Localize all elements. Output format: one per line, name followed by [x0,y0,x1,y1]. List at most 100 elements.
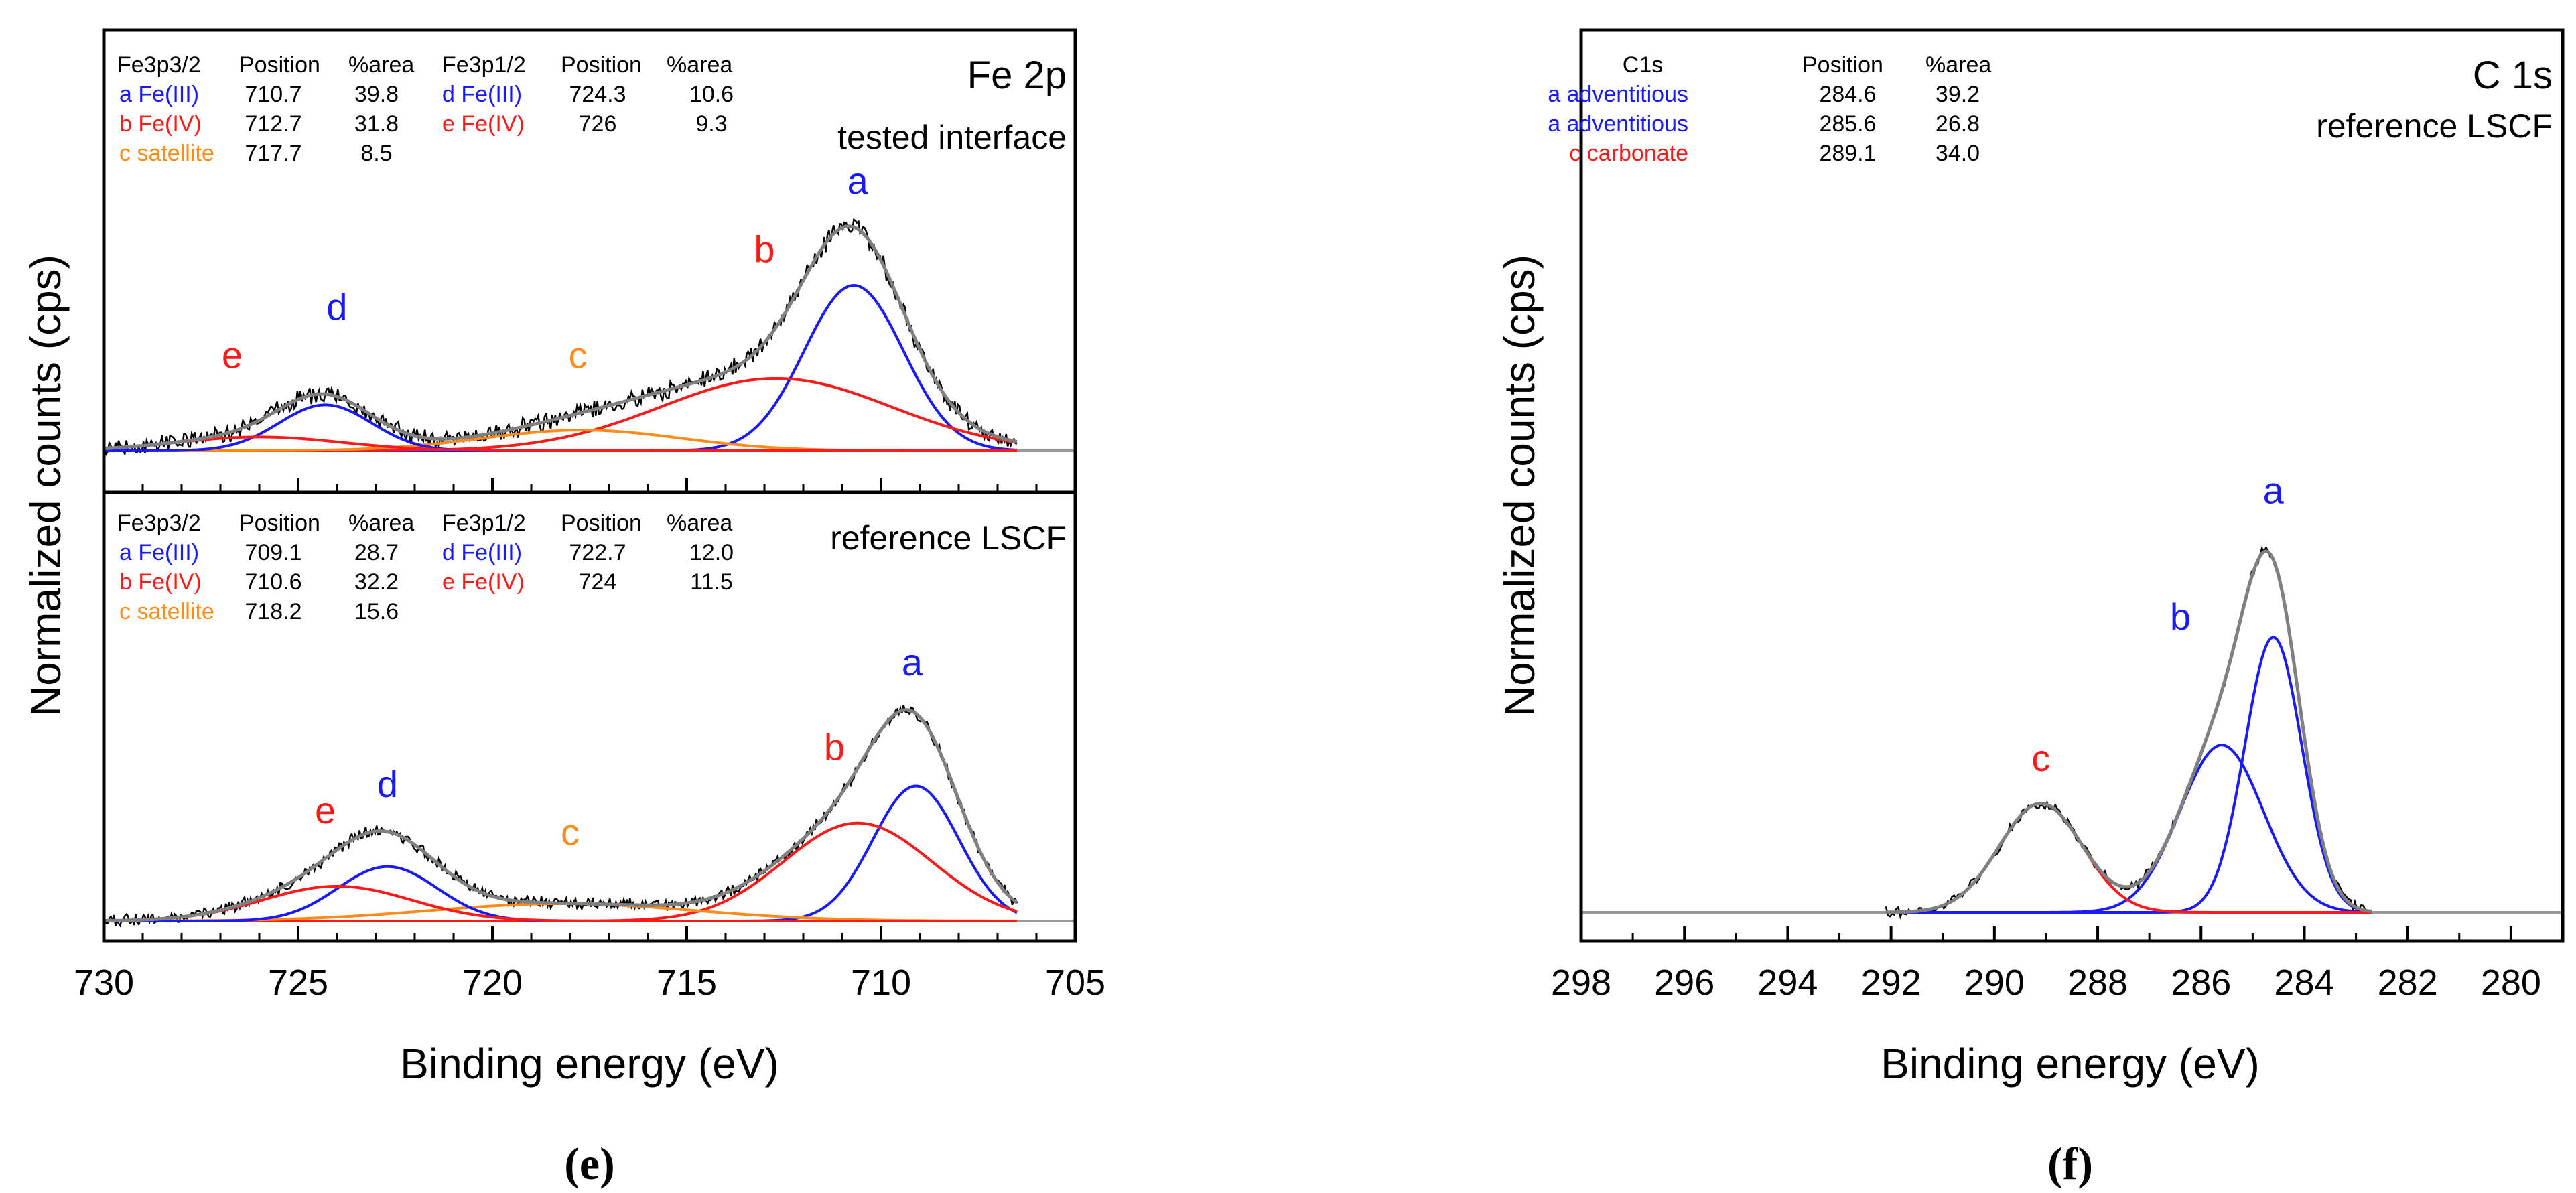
e-bot-row1-area2: 12.0 [689,540,734,565]
f-tick-label: 282 [2378,963,2438,1003]
e-bot-header-4: Fe3p1/2 [442,510,526,536]
f-peak-label-a: a [2263,470,2285,512]
e-bot-row1-pos2: 722.7 [569,540,626,565]
e-top-table: Fe3p3/2 Position %area Fe3p1/2 Position … [117,52,734,166]
e-y-axis-label: Normalized counts (cps) [21,255,70,717]
e-bot-header-1: Fe3p3/2 [117,510,201,536]
f-fit-envelope [1885,549,2372,914]
e-bot-header-3: %area [348,510,414,536]
e-top-row2-area1: 31.8 [354,111,399,137]
e-top-fit-envelope [105,224,1018,450]
f-row3-area: 34.0 [1936,141,1980,166]
e-title: Fe 2p [967,54,1067,97]
f-y-axis-label: Normalized counts (cps) [1495,255,1544,717]
e-bottom-component-e [105,885,1017,922]
f-frame [1579,28,2565,943]
e-tick-label: 725 [268,963,328,1003]
f-x-ticks: 298 296 294 292 290 288 286 284 282 280 [1551,926,2564,1003]
e-top-peak-label-b: b [754,228,774,271]
e-bottom-peak-label-d: d [377,763,398,805]
f-tick-label: 298 [1551,963,1611,1003]
e-top-header-6: %area [667,52,732,78]
e-top-row2-pos1: 712.7 [245,111,301,137]
f-tick-label: 280 [2481,963,2541,1003]
f-tick-label: 290 [1964,963,2025,1003]
e-bot-row3-area1: 15.6 [354,599,399,624]
e-tick-label: 705 [1045,963,1105,1003]
f-row1-label: a adventitious [1548,82,1688,107]
f-title: C 1s [2473,54,2553,97]
e-top-row1-area1: 39.8 [354,82,399,107]
e-bottom-plot: a b c de [104,641,1075,928]
e-bot-row2-area2: 11.5 [690,569,733,595]
f-tick-label: 294 [1757,963,1818,1003]
e-bot-row2-pos2: 724 [579,569,617,595]
e-bottom-peak-label-e: e [315,789,336,831]
e-top-row1-label1: a Fe(III) [119,82,199,107]
e-top-row2-pos2: 726 [579,111,617,137]
f-x-axis-label: Binding energy (eV) [1881,1040,2260,1088]
e-bot-header-2: Position [239,510,320,536]
e-top-plot: a b c d e [104,159,1075,457]
e-bottom-peak-label-a: a [902,641,923,683]
e-top-peak-label-c: c [569,334,588,376]
f-row3-label: c carbonate [1569,141,1688,166]
chart-f-c1s: a b c 298 296 294 292 290 288 286 284 282 280 C1s P… [1495,28,2565,1189]
e-tick-label: 710 [851,963,911,1003]
e-top-component-e [105,435,1017,452]
e-bot-row3-pos1: 718.2 [245,599,301,624]
e-bot-header-5: Position [561,510,642,536]
f-row1-area: 39.2 [1936,82,1980,107]
e-top-row1-label2: d Fe(III) [442,82,522,107]
e-bottom-table: Fe3p3/2 Position %area Fe3p1/2 Position … [117,510,734,624]
e-bottom-peak-label-b: b [824,726,845,768]
f-header-1: C1s [1623,52,1663,78]
e-top-peak-label-a: a [848,159,869,202]
e-top-header-2: Position [239,52,320,78]
e-tick-label: 715 [657,963,717,1003]
e-top-row2-label1: b Fe(IV) [119,111,202,137]
e-top-peak-label-e: e [222,334,243,376]
e-top-header-5: Position [561,52,642,78]
caption-e: (e) [564,1138,614,1189]
e-top-row3-label1: c satellite [119,141,214,166]
e-top-header-1: Fe3p3/2 [117,52,201,78]
e-top-row1-area2: 10.6 [689,82,734,107]
e-x-ticks: 730 725 720 715 710 705 [74,478,1105,1003]
e-bot-row1-label2: d Fe(III) [442,540,522,565]
e-bot-row1-area1: 28.7 [354,540,399,565]
e-tick-label: 730 [74,963,134,1003]
e-bot-row2-pos1: 710.6 [245,569,301,595]
f-tick-label: 292 [1861,963,1921,1003]
f-header-3: %area [1925,52,1991,78]
f-row3-pos: 289.1 [1819,141,1876,166]
f-row2-area: 26.8 [1936,111,1980,137]
f-table: C1s Position %area a adventitious 284.6 … [1548,52,1991,166]
f-peak-label-b: b [2170,595,2191,638]
e-top-header-4: Fe3p1/2 [442,52,526,78]
f-component-b [1885,744,2372,914]
e-bottom-fit-envelope [105,708,1018,922]
e-bot-row2-label1: b Fe(IV) [119,569,202,595]
e-bot-row3-label1: c satellite [119,599,214,624]
e-bot-row2-area1: 32.2 [354,569,399,595]
f-row2-label: a adventitious [1548,111,1688,137]
e-top-row2-label2: e Fe(IV) [442,111,525,137]
f-sample-label: reference LSCF [2316,107,2553,145]
e-bot-row1-pos1: 709.1 [245,540,301,565]
e-x-axis-label: Binding energy (eV) [400,1040,779,1088]
f-tick-label: 288 [2067,963,2128,1003]
f-peak-label-c: c [2031,737,2050,779]
e-top-row1-pos2: 724.3 [569,82,626,107]
f-header-2: Position [1802,52,1883,78]
f-plot: a b c [1581,470,2563,920]
e-top-header-3: %area [348,52,414,78]
e-top-row2-area2: 9.3 [695,111,727,137]
e-bot-row1-label1: a Fe(III) [119,540,199,565]
e-top-sample-label: tested interface [837,119,1067,156]
f-row2-pos: 285.6 [1819,111,1876,137]
e-bot-header-6: %area [667,510,732,536]
